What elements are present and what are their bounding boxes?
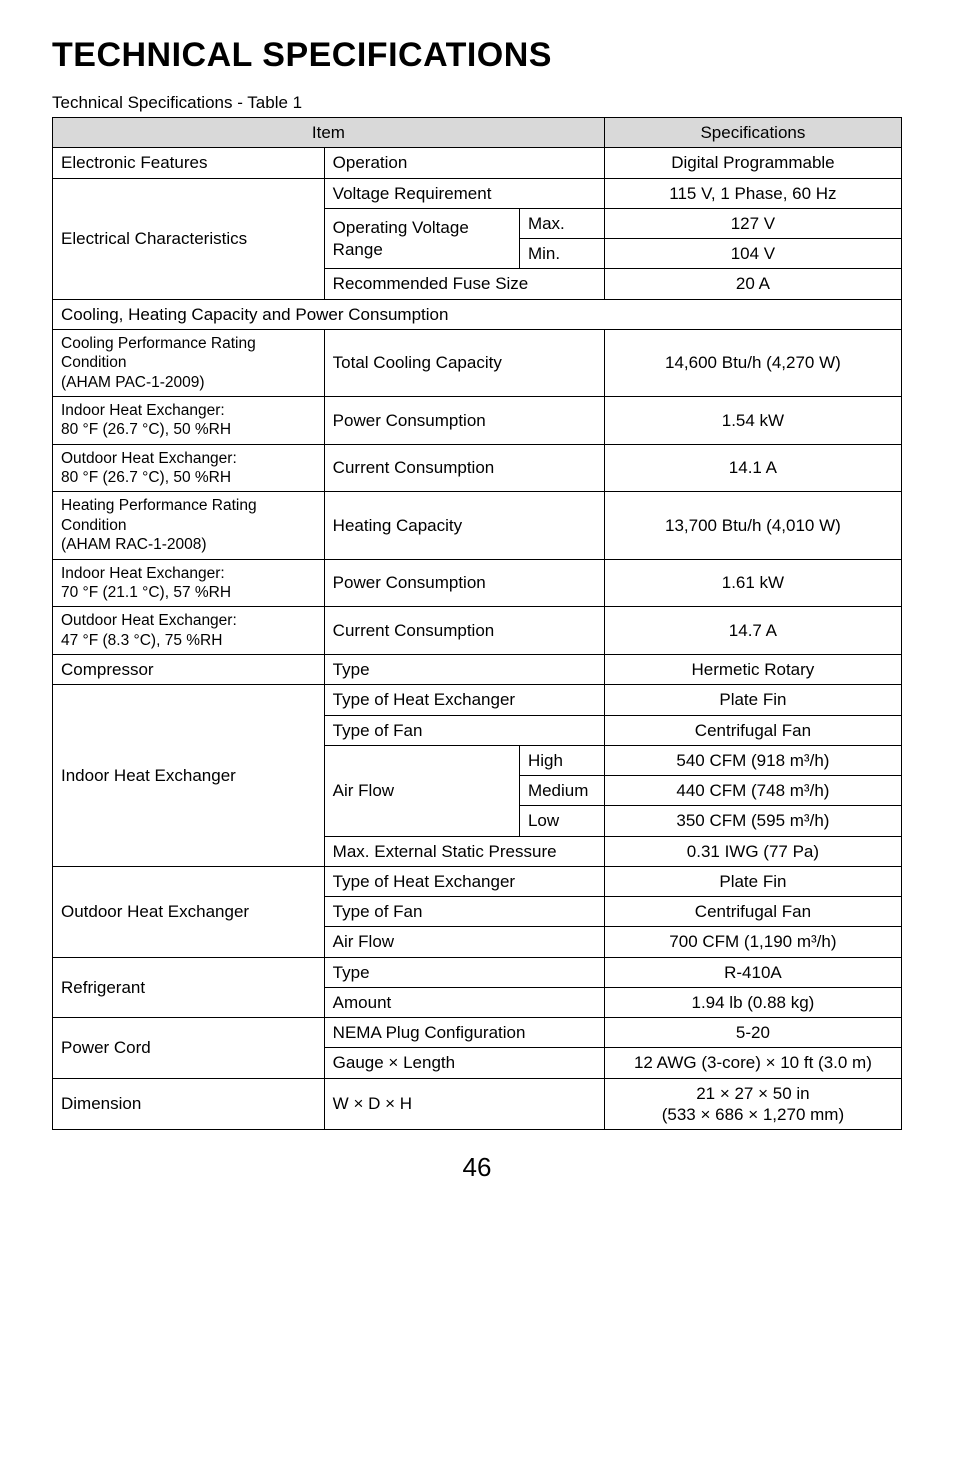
section-row: Cooling, Heating Capacity and Power Cons…: [53, 299, 902, 329]
header-spec: Specifications: [604, 118, 901, 148]
cell: Indoor Heat Exchanger: 80 °F (26.7 °C), …: [53, 396, 325, 444]
table-caption: Technical Specifications - Table 1: [52, 93, 902, 113]
table-row: Electronic Features Operation Digital Pr…: [53, 148, 902, 178]
cell: NEMA Plug Configuration: [324, 1018, 604, 1048]
table-row: Power Cord NEMA Plug Configuration 5-20: [53, 1018, 902, 1048]
cell: Outdoor Heat Exchanger: 47 °F (8.3 °C), …: [53, 607, 325, 655]
cell: Low: [519, 806, 604, 836]
cell: 1.94 lb (0.88 kg): [604, 987, 901, 1017]
cell: 1.54 kW: [604, 396, 901, 444]
cell: 440 CFM (748 m³/h): [604, 776, 901, 806]
cell: 104 V: [604, 239, 901, 269]
cell: Plate Fin: [604, 685, 901, 715]
cell: Min.: [519, 239, 604, 269]
cell: 20 A: [604, 269, 901, 299]
table-row: Outdoor Heat Exchanger: 47 °F (8.3 °C), …: [53, 607, 902, 655]
cell: Type of Fan: [324, 897, 604, 927]
cell: Power Consumption: [324, 396, 604, 444]
cell: Dimension: [53, 1078, 325, 1130]
cell: W × D × H: [324, 1078, 604, 1130]
cell: 14.1 A: [604, 444, 901, 492]
cell: Cooling Performance Rating Condition (AH…: [53, 329, 325, 396]
cell: Operating Voltage Range: [324, 208, 519, 269]
cell: 14.7 A: [604, 607, 901, 655]
cell: Max.: [519, 208, 604, 238]
cell: Outdoor Heat Exchanger: 80 °F (26.7 °C),…: [53, 444, 325, 492]
cell: Refrigerant: [53, 957, 325, 1018]
header-item: Item: [53, 118, 605, 148]
table-row: Indoor Heat Exchanger: 70 °F (21.1 °C), …: [53, 559, 902, 607]
page-title: TECHNICAL SPECIFICATIONS: [52, 36, 902, 75]
cell: Plate Fin: [604, 866, 901, 896]
cell: Digital Programmable: [604, 148, 901, 178]
cell: Outdoor Heat Exchanger: [53, 866, 325, 957]
header-row: Item Specifications: [53, 118, 902, 148]
cell: Electrical Characteristics: [53, 178, 325, 299]
cell: Power Consumption: [324, 559, 604, 607]
cell: Type: [324, 655, 604, 685]
cell: Voltage Requirement: [324, 178, 604, 208]
cell: 14,600 Btu/h (4,270 W): [604, 329, 901, 396]
cell: 127 V: [604, 208, 901, 238]
cell: Total Cooling Capacity: [324, 329, 604, 396]
cell: Indoor Heat Exchanger: [53, 685, 325, 867]
table-row: Outdoor Heat Exchanger: 80 °F (26.7 °C),…: [53, 444, 902, 492]
cell: Indoor Heat Exchanger: 70 °F (21.1 °C), …: [53, 559, 325, 607]
spec-table: Item Specifications Electronic Features …: [52, 117, 902, 1130]
table-row: Indoor Heat Exchanger Type of Heat Excha…: [53, 685, 902, 715]
cell: 12 AWG (3-core) × 10 ft (3.0 m): [604, 1048, 901, 1078]
cell: 1.61 kW: [604, 559, 901, 607]
cell: Power Cord: [53, 1018, 325, 1079]
cell: Hermetic Rotary: [604, 655, 901, 685]
cell: Current Consumption: [324, 607, 604, 655]
cell: Type: [324, 957, 604, 987]
cell: Current Consumption: [324, 444, 604, 492]
cell: Air Flow: [324, 927, 604, 957]
table-row: Outdoor Heat Exchanger Type of Heat Exch…: [53, 866, 902, 896]
cell: 700 CFM (1,190 m³/h): [604, 927, 901, 957]
cell: 13,700 Btu/h (4,010 W): [604, 492, 901, 559]
table-row: Cooling Performance Rating Condition (AH…: [53, 329, 902, 396]
cell: 0.31 IWG (77 Pa): [604, 836, 901, 866]
cell: Air Flow: [324, 745, 519, 836]
cell: Type of Heat Exchanger: [324, 866, 604, 896]
table-row: Dimension W × D × H 21 × 27 × 50 in (533…: [53, 1078, 902, 1130]
cell: R-410A: [604, 957, 901, 987]
cell: Centrifugal Fan: [604, 897, 901, 927]
cell: Amount: [324, 987, 604, 1017]
cell: Recommended Fuse Size: [324, 269, 604, 299]
table-row: Heating Performance Rating Condition (AH…: [53, 492, 902, 559]
cell: 21 × 27 × 50 in (533 × 686 × 1,270 mm): [604, 1078, 901, 1130]
cell: Max. External Static Pressure: [324, 836, 604, 866]
cell: Heating Performance Rating Condition (AH…: [53, 492, 325, 559]
page-number: 46: [52, 1152, 902, 1183]
cell: 5-20: [604, 1018, 901, 1048]
section-header: Cooling, Heating Capacity and Power Cons…: [53, 299, 902, 329]
table-row: Electrical Characteristics Voltage Requi…: [53, 178, 902, 208]
cell: Type of Fan: [324, 715, 604, 745]
table-row: Compressor Type Hermetic Rotary: [53, 655, 902, 685]
cell: Electronic Features: [53, 148, 325, 178]
cell: 115 V, 1 Phase, 60 Hz: [604, 178, 901, 208]
cell: 540 CFM (918 m³/h): [604, 745, 901, 775]
cell: Gauge × Length: [324, 1048, 604, 1078]
table-row: Indoor Heat Exchanger: 80 °F (26.7 °C), …: [53, 396, 902, 444]
cell: Type of Heat Exchanger: [324, 685, 604, 715]
cell: 350 CFM (595 m³/h): [604, 806, 901, 836]
cell: Heating Capacity: [324, 492, 604, 559]
cell: Operation: [324, 148, 604, 178]
cell: High: [519, 745, 604, 775]
cell: Centrifugal Fan: [604, 715, 901, 745]
table-row: Refrigerant Type R-410A: [53, 957, 902, 987]
cell: Medium: [519, 776, 604, 806]
cell: Compressor: [53, 655, 325, 685]
